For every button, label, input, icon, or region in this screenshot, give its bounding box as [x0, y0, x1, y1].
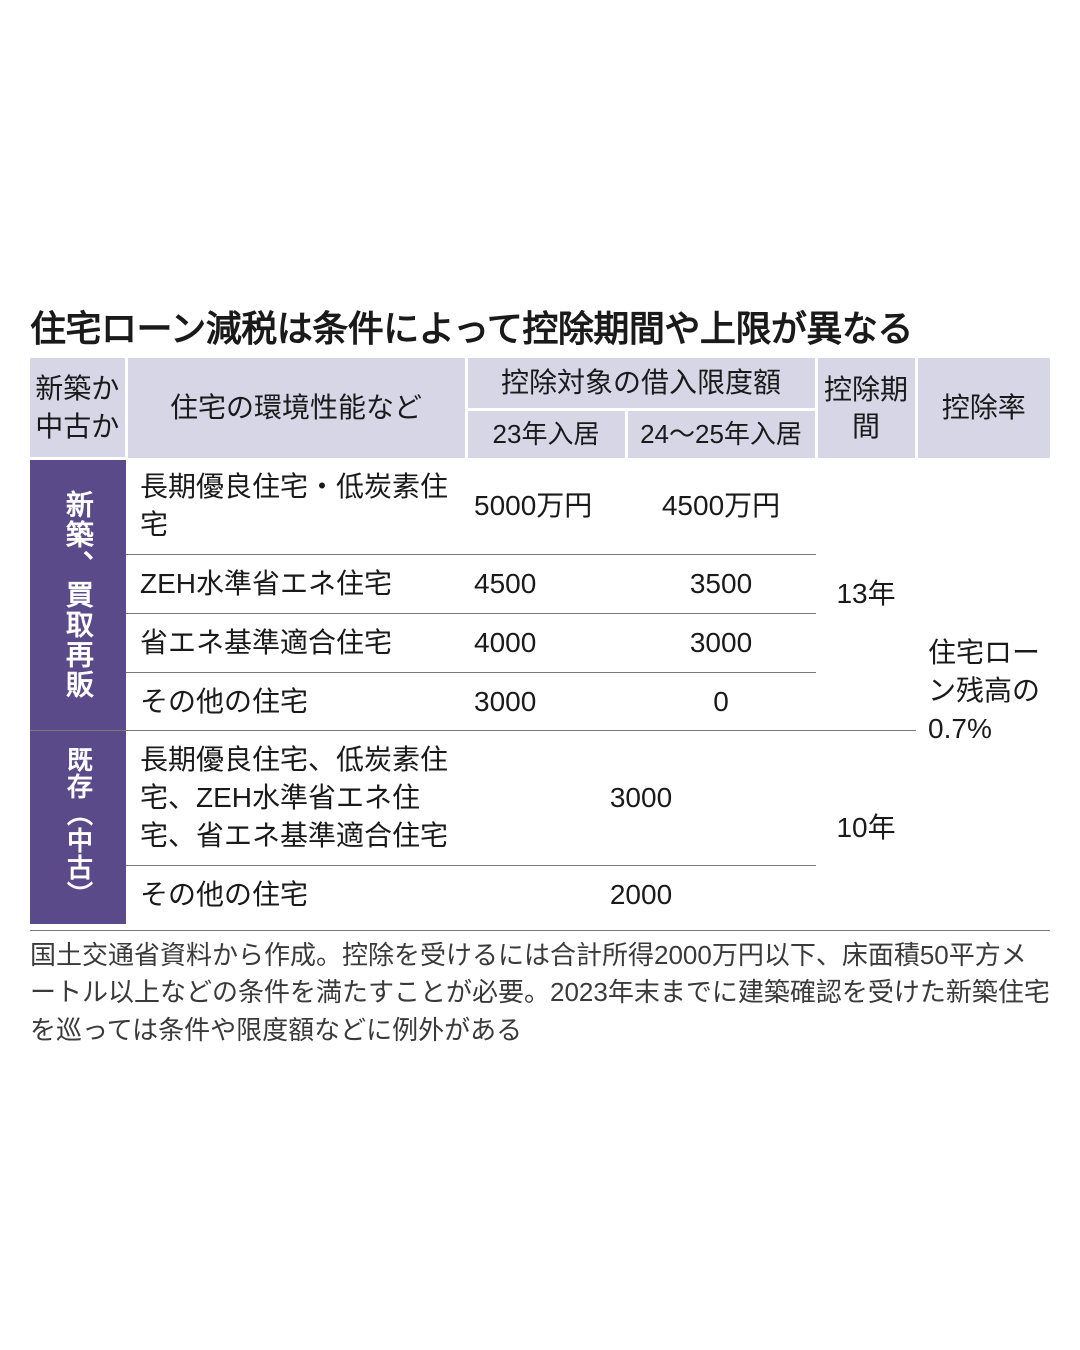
cell-env: 省エネ基準適合住宅	[126, 613, 466, 672]
footnote: 国土交通省資料から作成。控除を受けるには合計所得2000万円以下、床面積50平方…	[30, 930, 1050, 1050]
col-period: 控除期間	[816, 358, 916, 458]
cell-y2425: 4500万円	[626, 458, 816, 554]
deduction-table: 新築か中古か 住宅の環境性能など 控除対象の借入限度額 控除期間 控除率 23年…	[30, 358, 1050, 923]
cell-merged: 3000	[466, 731, 816, 865]
cell-y2425: 3000	[626, 613, 816, 672]
col-limit-group: 控除対象の借入限度額	[466, 358, 816, 409]
col-rate: 控除率	[916, 358, 1050, 458]
table-row: 新築、買取再販 長期優良住宅・低炭素住宅 5000万円 4500万円 13年 住…	[30, 458, 1050, 554]
table-row: 既存（中古） 長期優良住宅、低炭素住宅、ZEH水準省エネ住宅、省エネ基準適合住宅…	[30, 731, 1050, 865]
table-title: 住宅ローン減税は条件によって控除期間や上限が異なる	[30, 300, 1050, 352]
cell-env: その他の住宅	[126, 865, 466, 923]
cell-y23: 3000	[466, 672, 626, 731]
cell-y23: 4000	[466, 613, 626, 672]
cell-merged: 2000	[466, 865, 816, 923]
cell-rate: 住宅ローン残高の0.7%	[916, 458, 1050, 923]
col-limit-23: 23年入居	[466, 410, 626, 459]
category-new: 新築、買取再販	[30, 458, 126, 730]
category-existing: 既存（中古）	[30, 731, 126, 924]
cell-y23: 5000万円	[466, 458, 626, 554]
cell-period-existing: 10年	[816, 731, 916, 924]
cell-env: 長期優良住宅、低炭素住宅、ZEH水準省エネ住宅、省エネ基準適合住宅	[126, 731, 466, 865]
cell-y2425: 0	[626, 672, 816, 731]
cell-period-new: 13年	[816, 458, 916, 730]
col-limit-2425: 24〜25年入居	[626, 410, 816, 459]
cell-y23: 4500	[466, 554, 626, 613]
cell-env: ZEH水準省エネ住宅	[126, 554, 466, 613]
col-env: 住宅の環境性能など	[126, 358, 466, 458]
cell-env: その他の住宅	[126, 672, 466, 731]
cell-env: 長期優良住宅・低炭素住宅	[126, 458, 466, 554]
cell-y2425: 3500	[626, 554, 816, 613]
col-category: 新築か中古か	[30, 358, 126, 458]
